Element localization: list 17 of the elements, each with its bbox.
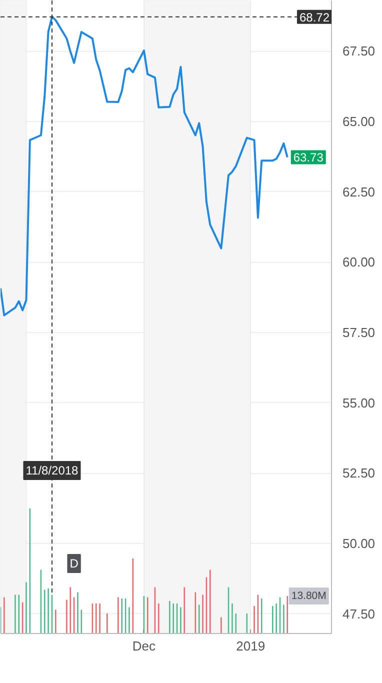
y-tick-label: 67.50 bbox=[342, 44, 376, 59]
line-series bbox=[0, 16, 288, 316]
ref-line-label: 68.72 bbox=[299, 10, 330, 24]
ref-line-label: 11/8/2018 bbox=[26, 464, 79, 478]
x-tick-label: 2019 bbox=[236, 638, 266, 654]
x-tick-label: Dec bbox=[132, 638, 156, 654]
y-tick-label: 62.50 bbox=[342, 184, 376, 200]
annotation: 13.80M bbox=[291, 590, 326, 602]
annotation: 63.73 bbox=[293, 150, 324, 165]
y-tick-label: 55.00 bbox=[342, 395, 376, 410]
y-tick-label: 47.50 bbox=[342, 606, 376, 622]
y-tick-label: 57.50 bbox=[342, 324, 376, 340]
y-tick-label: 60.00 bbox=[342, 254, 376, 270]
y-tick-label: 65.00 bbox=[342, 114, 376, 129]
annotation: D bbox=[70, 556, 79, 570]
y-tick-label: 52.50 bbox=[342, 466, 376, 481]
y-tick-label: 50.00 bbox=[342, 536, 376, 551]
